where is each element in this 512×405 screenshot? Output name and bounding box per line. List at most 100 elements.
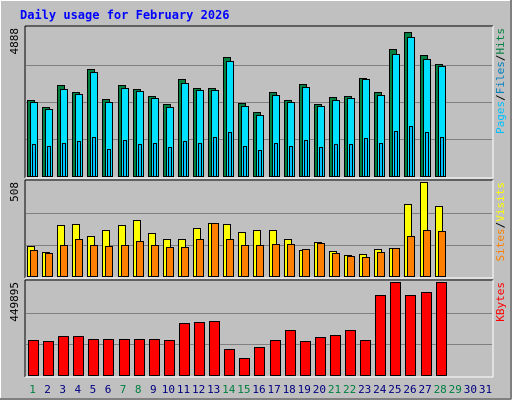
bar-pages-day-27 — [425, 132, 429, 177]
bar-sites-day-19 — [302, 249, 310, 277]
bar-sites-day-17 — [272, 244, 280, 277]
day-label-31: 31 — [479, 383, 492, 396]
bar-pages-day-8 — [138, 144, 142, 177]
day-label-19: 19 — [298, 383, 311, 396]
bar-kbytes-day-1 — [28, 340, 39, 376]
bar-kbytes-day-7 — [119, 339, 130, 376]
bar-kbytes-day-28 — [436, 282, 447, 376]
bar-kbytes-day-27 — [421, 292, 432, 376]
day-label-25: 25 — [388, 383, 401, 396]
bar-kbytes-day-23 — [360, 340, 371, 376]
bar-sites-day-13 — [211, 223, 219, 277]
bar-kbytes-day-9 — [149, 339, 160, 376]
bar-pages-day-3 — [62, 143, 66, 177]
bar-kbytes-day-18 — [285, 330, 296, 376]
day-label-3: 3 — [59, 383, 66, 396]
chart-title: Daily usage for February 2026 — [20, 8, 230, 22]
bar-sites-day-3 — [60, 245, 68, 277]
day-label-28: 28 — [434, 383, 447, 396]
bar-kbytes-day-25 — [390, 282, 401, 376]
day-label-15: 15 — [237, 383, 250, 396]
bar-kbytes-day-20 — [315, 337, 326, 376]
legend-hits-files-pages: Pages/Files/Hits — [494, 28, 507, 134]
bar-pages-day-14 — [228, 132, 232, 177]
bar-kbytes-day-6 — [103, 339, 114, 376]
bar-pages-day-28 — [440, 137, 444, 177]
bar-pages-day-24 — [379, 143, 383, 177]
bar-pages-day-1 — [32, 144, 36, 177]
day-label-12: 12 — [192, 383, 205, 396]
bar-sites-day-22 — [347, 256, 355, 277]
bar-kbytes-day-19 — [300, 341, 311, 376]
legend-separator: / — [494, 222, 507, 229]
bar-kbytes-day-15 — [239, 358, 250, 376]
legend-hits: Hits — [494, 28, 507, 55]
day-label-26: 26 — [403, 383, 416, 396]
bar-pages-day-18 — [289, 146, 293, 177]
bar-sites-day-28 — [438, 231, 446, 277]
day-label-29: 29 — [449, 383, 462, 396]
bar-pages-day-15 — [243, 146, 247, 177]
bar-kbytes-day-17 — [270, 340, 281, 376]
legend-separator: / — [494, 55, 507, 62]
bar-pages-day-22 — [349, 144, 353, 177]
bar-sites-day-16 — [256, 245, 264, 277]
legend-kbytes: KBytes — [494, 282, 507, 322]
legend-sites: Sites — [494, 228, 507, 261]
bar-sites-day-6 — [105, 246, 113, 277]
bar-pages-day-21 — [334, 144, 338, 177]
day-label-20: 20 — [313, 383, 326, 396]
legend-visits: Visits — [494, 182, 507, 222]
bar-kbytes-day-12 — [194, 322, 205, 376]
bar-kbytes-day-13 — [209, 321, 220, 376]
y-max-label: 449895 — [8, 282, 21, 322]
bar-pages-day-26 — [409, 126, 413, 177]
day-label-2: 2 — [44, 383, 51, 396]
day-label-5: 5 — [90, 383, 97, 396]
bar-sites-day-7 — [121, 245, 129, 277]
bar-sites-day-10 — [166, 247, 174, 277]
bar-sites-day-14 — [226, 239, 234, 277]
bar-sites-day-4 — [75, 239, 83, 277]
y-max-label: 4888 — [8, 28, 21, 55]
bar-sites-day-25 — [392, 248, 400, 277]
bar-pages-day-25 — [394, 131, 398, 177]
day-labels: 1 2 3 4 5 6 7 8 9 10 11 12 13 14 15 16 17 18 19 20 21 22 23 24 2… — [29, 383, 492, 396]
bar-kbytes-day-10 — [164, 340, 175, 376]
day-label-18: 18 — [283, 383, 296, 396]
day-label-21: 21 — [328, 383, 341, 396]
day-label-14: 14 — [222, 383, 236, 396]
bar-sites-day-12 — [196, 239, 204, 277]
bar-pages-day-4 — [77, 141, 81, 177]
bar-pages-day-2 — [47, 146, 51, 177]
day-label-27: 27 — [418, 383, 431, 396]
day-label-11: 11 — [177, 383, 190, 396]
bar-kbytes-day-24 — [375, 295, 386, 376]
day-label-7: 7 — [120, 383, 127, 396]
day-label-6: 6 — [105, 383, 112, 396]
bar-kbytes-day-21 — [330, 335, 341, 376]
bar-pages-day-19 — [304, 140, 308, 177]
bar-sites-day-20 — [317, 243, 325, 277]
bar-pages-day-12 — [198, 143, 202, 177]
bar-pages-day-5 — [92, 137, 96, 177]
bar-sites-day-9 — [151, 245, 159, 277]
chart-panels: 4888Pages/Files/Hits508Sites/Visits44989… — [8, 25, 507, 378]
bar-kbytes-day-8 — [134, 339, 145, 376]
day-label-13: 13 — [207, 383, 220, 396]
bar-pages-day-7 — [123, 140, 127, 177]
bar-pages-day-11 — [183, 141, 187, 177]
bar-kbytes-day-4 — [73, 336, 84, 376]
bar-pages-day-16 — [258, 150, 262, 177]
legend-kbytes: KBytes — [494, 282, 507, 322]
bar-sites-day-1 — [30, 250, 38, 277]
day-label-8: 8 — [135, 383, 142, 396]
day-label-22: 22 — [343, 383, 356, 396]
y-max-label: 508 — [8, 182, 21, 202]
bar-pages-day-13 — [213, 137, 217, 177]
legend-separator: / — [494, 94, 507, 101]
bar-kbytes-day-11 — [179, 323, 190, 376]
bar-sites-day-23 — [362, 257, 370, 277]
